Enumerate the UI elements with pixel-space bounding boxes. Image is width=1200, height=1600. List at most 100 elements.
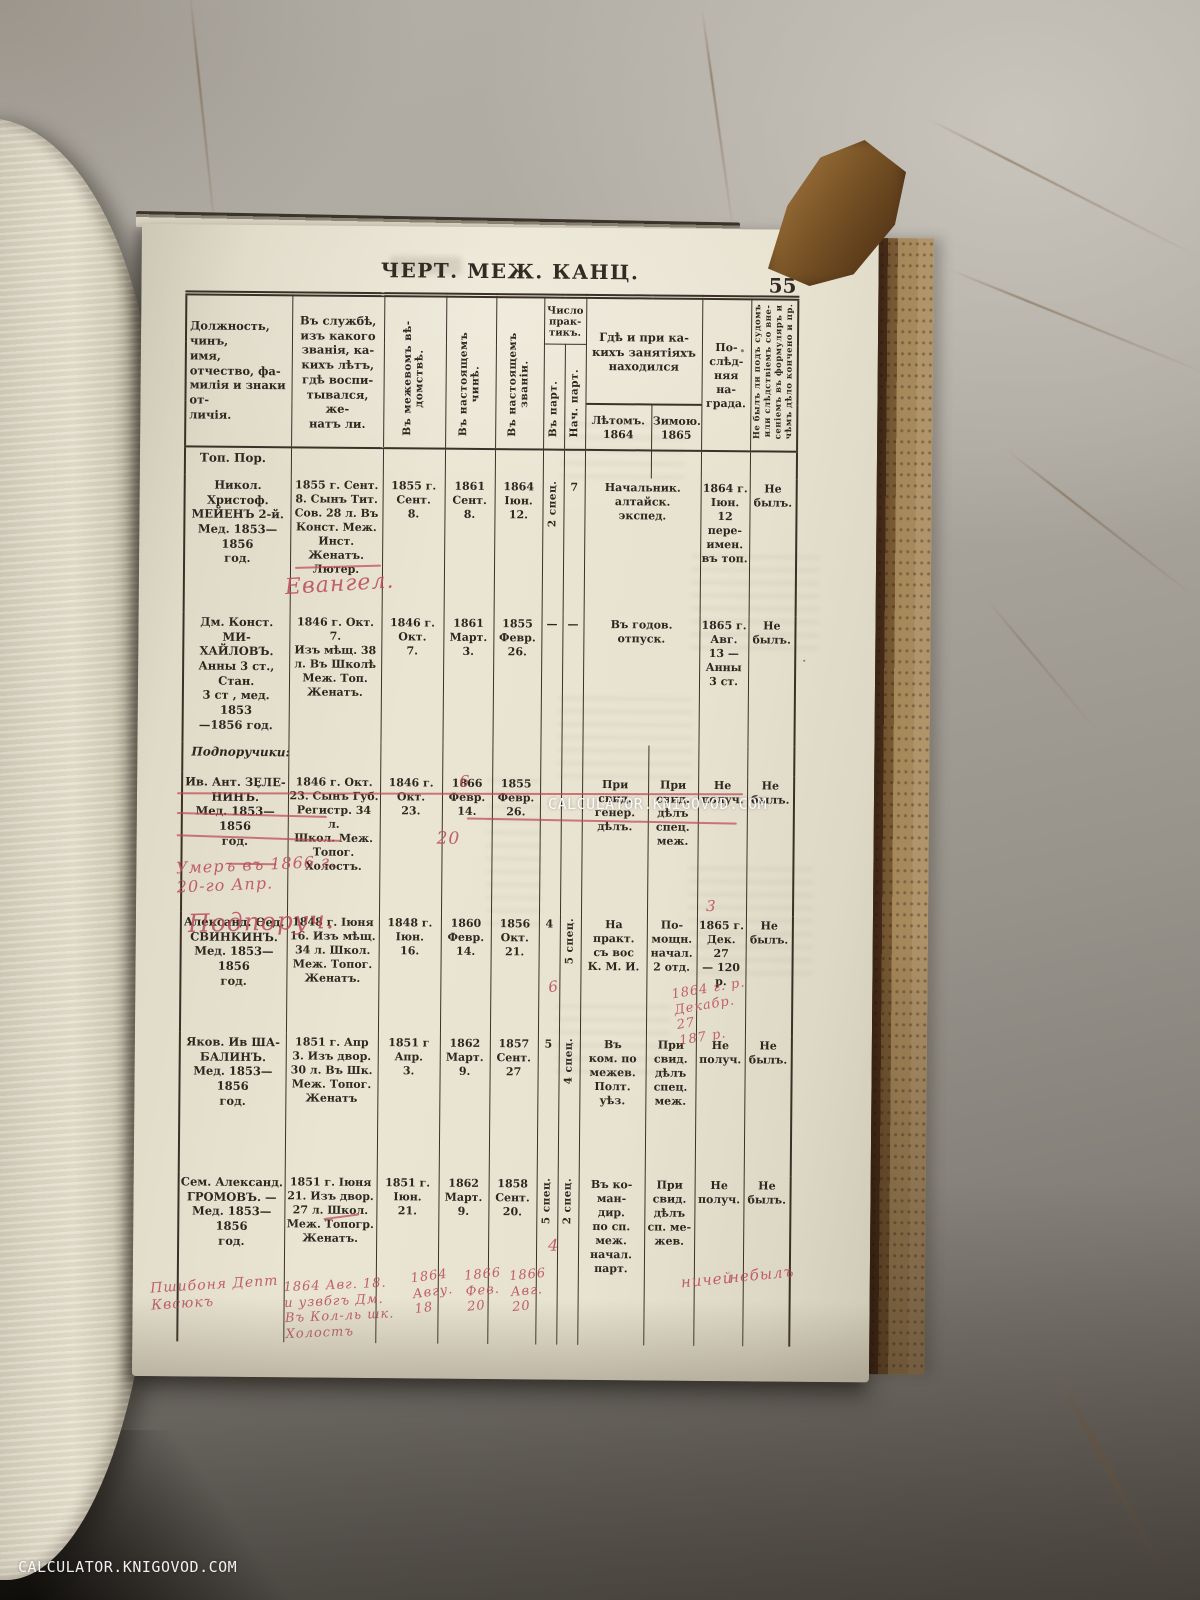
header-last-award: По- слѣд- няя на- града. bbox=[701, 297, 752, 452]
empty-cell bbox=[288, 742, 381, 773]
cell-title-date: 1864 Іюн. 12. bbox=[493, 476, 543, 615]
header-party-chief: Нач. парт. bbox=[564, 344, 586, 450]
cell-name: Дм. Конст. МИ- ХАЙЛОВЪ. Анны 3 ст., Стан… bbox=[182, 611, 290, 743]
empty-cell bbox=[290, 447, 384, 476]
cell-party-chief: — bbox=[561, 614, 584, 745]
cell-court: Не былъ. bbox=[747, 616, 796, 747]
cell-summer: Въ ком. по межев. Полт. уѣз. bbox=[578, 1034, 646, 1176]
cell-party-chief: 5 спец. bbox=[558, 914, 582, 1035]
cell-rank-date: 1861 Март. 3. bbox=[442, 613, 494, 744]
empty-cell bbox=[492, 743, 541, 775]
section-label: Подпоручики: bbox=[182, 741, 289, 773]
cell-summer: На практ. съ вос К. М. И. bbox=[579, 914, 648, 1036]
page-stack-curl bbox=[0, 118, 156, 1580]
cell-party-chief: 4 спец. bbox=[557, 1034, 580, 1175]
red-annotation-note: 1864 Авг. 18. и узвбгъ Дм. Въ Кол-ль шк.… bbox=[283, 1275, 395, 1342]
cell-dept-date: 1846 г. Окт. 7. bbox=[380, 612, 444, 744]
red-strikethrough bbox=[228, 862, 277, 866]
header-winter-1865: Зимою. 1865 bbox=[651, 404, 702, 451]
cell-name: Никол. Христоф. МЕЙЕНЪ 2-й. Мед. 1853—18… bbox=[183, 474, 291, 613]
empty-cell bbox=[584, 449, 652, 479]
marble-vein bbox=[1007, 450, 1198, 600]
empty-cell bbox=[561, 744, 583, 775]
cell-party-chief: 2 спец. bbox=[556, 1174, 579, 1345]
empty-cell bbox=[700, 450, 751, 480]
ink-speck bbox=[803, 659, 806, 662]
red-annotation-digit: 3 bbox=[705, 896, 717, 916]
empty-cell bbox=[382, 447, 446, 477]
empty-cell bbox=[540, 744, 562, 775]
cell-award: Не получ. bbox=[694, 1035, 745, 1177]
cell-occupation: Въ годов. отпуск. bbox=[582, 614, 700, 746]
cell-in-party: 2 спец. bbox=[541, 477, 564, 615]
cell-in-party: 5 bbox=[536, 1034, 559, 1175]
header-survey-dept: Въ межевомъ вѣ- домствѣ. bbox=[383, 294, 447, 449]
cell-rank-date: 1861 Сент. 8. bbox=[443, 476, 495, 614]
marble-vein bbox=[189, 0, 218, 242]
cell-dept-date: 1851 г Апр. 3. bbox=[376, 1032, 440, 1174]
header-service: Въ службѣ, изъ какого званія, ка- кихъ л… bbox=[291, 293, 385, 448]
table-row: Дм. Конст. МИ- ХАЙЛОВЪ. Анны 3 ст., Стан… bbox=[182, 611, 796, 747]
table-header: Должность, чинъ, имя, отчество, фа- милі… bbox=[185, 292, 799, 452]
header-summer-1864: Лѣтомъ. 1864 bbox=[585, 403, 652, 451]
red-annotation-digit: 20 bbox=[436, 828, 461, 849]
header-in-party: Въ парт. bbox=[543, 344, 565, 450]
red-annotation-digit: 6 bbox=[459, 771, 471, 791]
cell-name: Яков. Ив ША- БАЛИНЪ. Мед. 1853—1856 год. bbox=[178, 1031, 286, 1173]
table-row: Яков. Ив ША- БАЛИНЪ. Мед. 1853—1856 год.… bbox=[178, 1031, 792, 1177]
marble-vein bbox=[987, 600, 1099, 732]
cell-dept-date: 1848 г. Іюн. 16. bbox=[377, 912, 441, 1034]
cell-in-party: — bbox=[540, 614, 563, 745]
cell-title-date: 1858 Сент. 20. bbox=[487, 1173, 537, 1345]
cell-rank-date: 1862 Март. 9. bbox=[438, 1033, 490, 1174]
header-current-title: Въ настоящемъ званіи. bbox=[495, 295, 545, 450]
empty-cell bbox=[648, 745, 699, 776]
empty-cell bbox=[380, 742, 443, 774]
section-label: Топ. Пор. bbox=[184, 446, 292, 476]
cell-party-chief: 7 bbox=[562, 477, 585, 615]
cell-rank-date: 1860 Февр. 14. bbox=[439, 913, 491, 1034]
red-annotation-died: Умеръ въ 1866 г. 20-го Апр. bbox=[175, 851, 337, 897]
watermark-bottom: CALCULATOR.KNIGOVOD.COM bbox=[18, 1558, 238, 1576]
cell-court: Не былъ. bbox=[748, 479, 797, 617]
cell-occupation: Начальник. алтайск. экспед. bbox=[583, 477, 701, 616]
red-annotation-rank-change: Подпоруч. bbox=[187, 905, 336, 938]
empty-cell bbox=[563, 449, 586, 478]
watermark-middle: CALCULATOR.KNIGOVOD.COM bbox=[548, 795, 768, 813]
cell-service: 1846 г. Окт. 7. Изъ мѣщ. 38 л. Въ Школѣ … bbox=[288, 612, 382, 743]
cell-court: Не былъ. bbox=[742, 1176, 791, 1347]
cell-name: Сем. Александ. ГРОМОВЪ. — Мед. 1853—1856… bbox=[177, 1171, 285, 1343]
empty-cell bbox=[494, 448, 544, 478]
table-row: Никол. Христоф. МЕЙЕНЪ 2-й. Мед. 1853—18… bbox=[183, 474, 797, 617]
cell-in-party: 5 спец. bbox=[535, 1174, 558, 1345]
cell-summer: Въ ко- ман- дир. по сп. меж. начал. парт… bbox=[577, 1174, 645, 1346]
cell-title-date: 1856 Окт. 21. bbox=[489, 913, 539, 1035]
empty-cell bbox=[650, 450, 702, 479]
cell-award: 1864 г. Іюн. 12 пере- имен. въ топ. bbox=[699, 478, 750, 617]
marble-vein bbox=[927, 118, 1196, 257]
cell-rank-date: 1862 Март. 9. bbox=[437, 1173, 489, 1344]
empty-cell bbox=[542, 449, 565, 478]
cell-winter: При свид. дѣлъ спец. меж. bbox=[644, 1035, 696, 1176]
red-annotation-digit: 4 bbox=[548, 1235, 560, 1255]
header-practice-group: Число прак- тикъ. bbox=[543, 296, 587, 345]
empty-cell bbox=[749, 451, 798, 480]
cell-court: Не былъ. bbox=[743, 1036, 792, 1177]
empty-cell bbox=[442, 743, 493, 774]
cell-in-party: 4 bbox=[537, 914, 560, 1035]
cell-title-date: 1855 Февр. 26. bbox=[492, 613, 542, 745]
empty-cell bbox=[698, 745, 748, 777]
cell-court: Не былъ. bbox=[744, 916, 794, 1037]
cell-winter: При свид. дѣлъ сп. ме- жев. bbox=[643, 1175, 695, 1346]
cell-award: Не получ. bbox=[693, 1175, 744, 1347]
table-row: Сем. Александ. ГРОМОВЪ. — Мед. 1853—1856… bbox=[177, 1171, 791, 1347]
marble-vein bbox=[701, 8, 735, 235]
empty-cell bbox=[747, 746, 795, 777]
header-position: Должность, чинъ, имя, отчество, фа- милі… bbox=[185, 292, 293, 448]
empty-cell bbox=[582, 744, 649, 776]
cell-title-date: 1857 Сент. 27 bbox=[488, 1033, 538, 1175]
cell-title-date: 1855 Февр. 26. bbox=[490, 773, 541, 915]
cell-award: 1865 г. Авг. 13 — Анны 3 ст. bbox=[698, 615, 749, 747]
header-occupation-group: Гдѣ и при ка- кихъ занятіяхъ находился bbox=[585, 296, 703, 405]
